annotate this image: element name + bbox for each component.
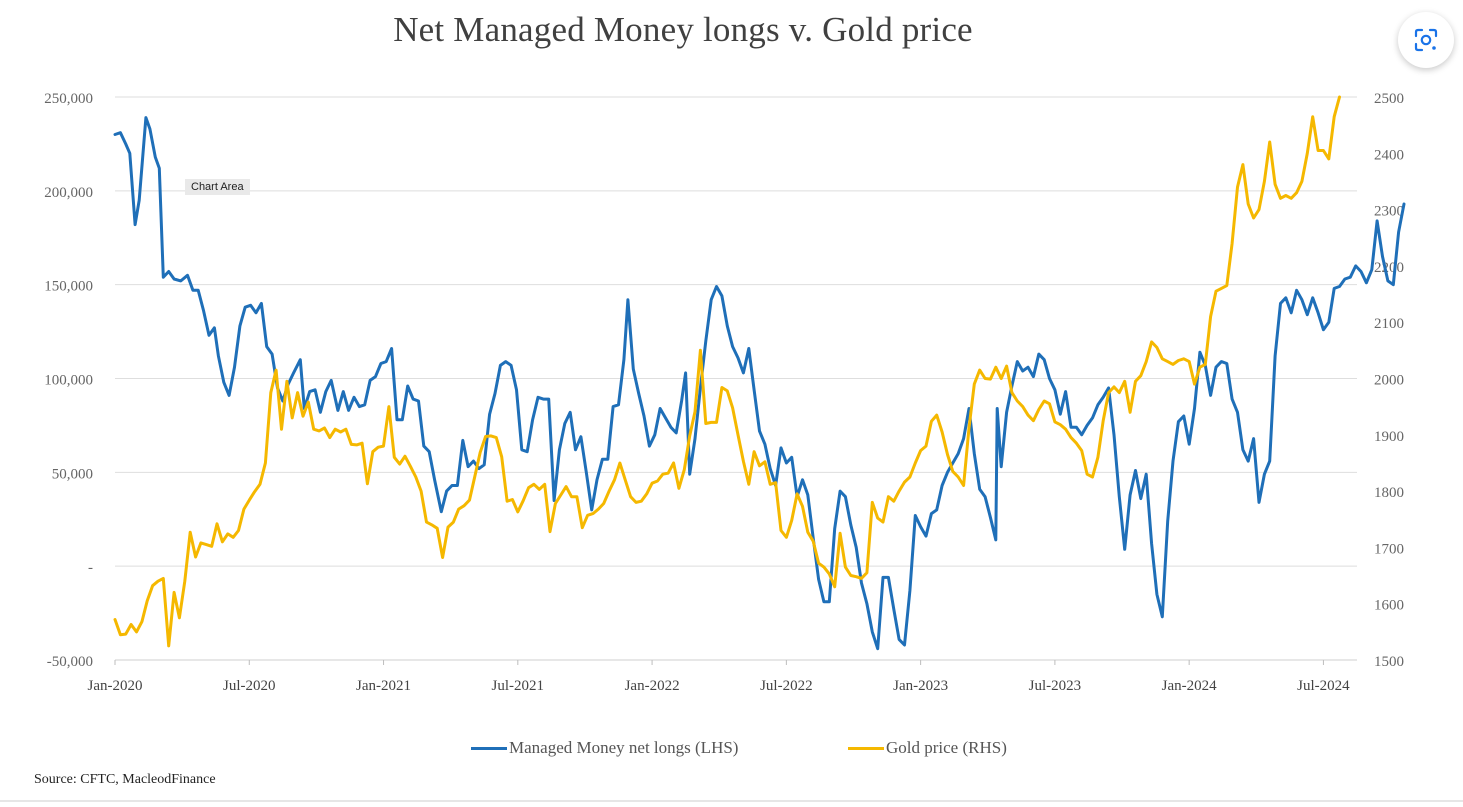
y-left-tick-label: 200,000	[44, 185, 93, 201]
y-right-tick-label: 1600	[1374, 598, 1404, 614]
legend-swatch-blue	[471, 746, 507, 750]
lens-scan-button[interactable]	[1398, 12, 1454, 68]
managed-money-line	[113, 116, 1406, 651]
x-tick-label: Jul-2021	[492, 678, 545, 694]
y-left-tick-label: 100,000	[44, 373, 93, 389]
legend-label: Gold price (RHS)	[886, 738, 1007, 757]
axes: 250,000 200,000 150,000 100,000 50,000 - -50,0…	[44, 91, 1404, 694]
bottom-divider	[0, 800, 1463, 802]
legend-item-managed-money: Managed Money net longs (LHS)	[471, 738, 738, 758]
y-right-tick-label: 2500	[1374, 91, 1404, 107]
y-left-tick-label: 150,000	[44, 279, 93, 295]
chart-legend: Managed Money net longs (LHS) Gold price…	[0, 738, 1463, 762]
y-right-tick-label: 1800	[1374, 485, 1404, 501]
lens-scan-icon	[1413, 27, 1439, 53]
y-right-tick-label: 1500	[1374, 654, 1404, 670]
legend-item-gold-price: Gold price (RHS)	[848, 738, 1007, 758]
x-tick-label: Jan-2022	[625, 678, 680, 694]
y-right-tick-label: 2000	[1374, 373, 1404, 389]
chart-title: Net Managed Money longs v. Gold price	[393, 10, 973, 49]
y-left-tick-label: 250,000	[44, 91, 93, 107]
y-right-tick-label: 1700	[1374, 541, 1404, 557]
grid-lines	[115, 96, 1357, 567]
source-note: Source: CFTC, MacleodFinance	[34, 772, 216, 787]
x-tick-label: Jul-2024	[1297, 678, 1350, 694]
x-tick-label: Jul-2023	[1029, 678, 1082, 694]
series-lines	[113, 95, 1406, 651]
gold-price-line	[113, 95, 1341, 648]
y-left-tick-label: -50,000	[47, 654, 93, 670]
y-left-tick-label: 50,000	[52, 466, 93, 482]
y-right-tick-label: 2300	[1374, 204, 1404, 220]
y-right-tick-label: 2200	[1374, 260, 1404, 276]
x-tick-label: Jul-2020	[223, 678, 276, 694]
x-tick-label: Jul-2022	[760, 678, 813, 694]
y-right-tick-label: 1900	[1374, 429, 1404, 445]
chart-area-tooltip: Chart Area	[185, 179, 250, 195]
x-tick-label: Jan-2020	[88, 678, 143, 694]
legend-swatch-gold	[848, 746, 884, 750]
x-tick-label: Jan-2021	[356, 678, 411, 694]
x-tick-label: Jan-2024	[1162, 678, 1217, 694]
x-tick-label: Jan-2023	[893, 678, 948, 694]
y-right-tick-label: 2100	[1374, 316, 1404, 332]
legend-label: Managed Money net longs (LHS)	[509, 738, 739, 757]
y-right-tick-label: 2400	[1374, 147, 1404, 163]
y-left-tick-label: -	[88, 560, 93, 576]
